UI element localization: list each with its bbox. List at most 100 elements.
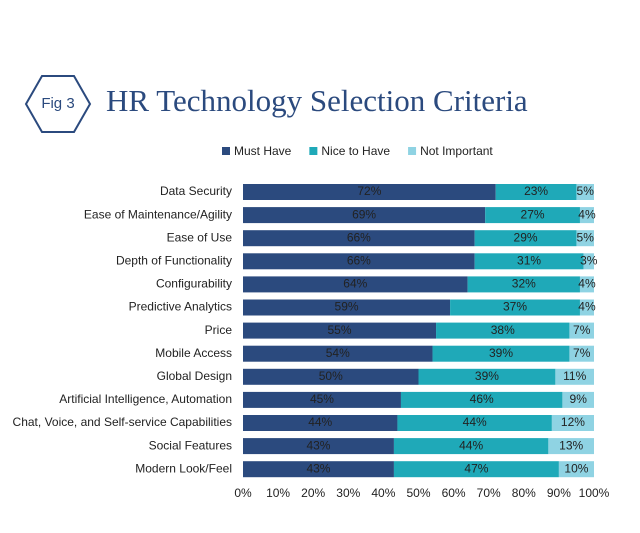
value-label: 7% — [573, 346, 591, 360]
value-label: 45% — [310, 392, 334, 406]
bar-segment — [243, 415, 398, 431]
value-label: 64% — [343, 277, 367, 291]
bar-segment — [485, 207, 580, 224]
x-tick-label: 60% — [442, 486, 466, 500]
value-label: 72% — [357, 184, 381, 198]
value-label: 38% — [491, 323, 515, 337]
y-tick-label: Ease of Maintenance/Agility — [84, 207, 232, 221]
bar-segment — [548, 438, 594, 455]
bar-segment — [579, 299, 594, 316]
x-tick-label: 40% — [371, 486, 395, 500]
value-label: 32% — [512, 277, 536, 291]
x-tick-label: 70% — [477, 486, 501, 500]
bar-segment — [467, 276, 580, 293]
value-label: 12% — [561, 415, 585, 429]
bar-segment — [569, 345, 594, 362]
bar-segment — [243, 253, 475, 270]
y-tick-label: Data Security — [160, 184, 232, 198]
value-label: 10% — [564, 461, 588, 475]
value-label: 47% — [464, 461, 488, 475]
x-tick-label: 100% — [579, 486, 610, 500]
y-tick-label: Artificial Intelligence, Automation — [59, 392, 232, 406]
x-tick-label: 0% — [234, 486, 252, 500]
bar-segment — [393, 438, 549, 455]
value-label: 37% — [503, 300, 527, 314]
value-label: 4% — [578, 277, 596, 291]
bar-segment — [579, 276, 594, 293]
x-tick-label: 30% — [336, 486, 360, 500]
legend-label: Nice to Have — [321, 144, 390, 158]
bar-segment — [243, 207, 486, 224]
value-label: 7% — [573, 323, 591, 337]
value-label: 66% — [347, 230, 371, 244]
bar-segment — [555, 368, 594, 385]
bar-segment — [243, 276, 468, 293]
legend-swatch — [222, 147, 230, 155]
value-label: 23% — [524, 184, 548, 198]
y-tick-label: Global Design — [157, 369, 232, 383]
legend-swatch — [408, 147, 417, 155]
bar-segment — [551, 415, 594, 431]
value-label: 29% — [514, 230, 538, 244]
x-tick-label: 50% — [406, 486, 430, 500]
y-tick-label: Predictive Analytics — [129, 300, 232, 314]
value-label: 44% — [463, 415, 487, 429]
legend-label: Not Important — [420, 144, 493, 158]
value-label: 27% — [521, 207, 545, 221]
legend-swatch — [309, 147, 318, 155]
value-label: 3% — [580, 253, 598, 267]
x-tick-label: 20% — [301, 486, 325, 500]
bar-segment — [243, 461, 394, 478]
y-tick-label: Ease of Use — [167, 230, 233, 244]
value-label: 4% — [578, 207, 596, 221]
value-label: 11% — [563, 369, 586, 383]
bar-segment — [583, 253, 594, 270]
value-label: 13% — [559, 438, 583, 452]
bar-segment — [397, 415, 552, 431]
value-label: 5% — [577, 184, 595, 198]
bar-segment — [243, 299, 451, 316]
bar-segment — [432, 345, 570, 362]
chart-title: HR Technology Selection Criteria — [106, 83, 528, 118]
bar-segment — [418, 368, 556, 385]
bar-segment — [579, 207, 594, 224]
value-label: 55% — [328, 323, 352, 337]
bar-segment — [450, 299, 580, 316]
bar-segment — [569, 322, 594, 339]
value-label: 4% — [578, 300, 596, 314]
bar-segment — [474, 230, 577, 247]
bar-segment — [562, 391, 594, 408]
value-label: 46% — [470, 392, 494, 406]
bar-segment — [558, 461, 594, 478]
value-label: 54% — [326, 346, 350, 360]
bar-segment — [495, 184, 577, 200]
bar-segment — [243, 322, 437, 339]
value-label: 39% — [475, 369, 499, 383]
value-label: 50% — [319, 369, 343, 383]
bar-segment — [243, 391, 401, 408]
value-label: 43% — [306, 461, 330, 475]
y-tick-label: Social Features — [149, 438, 232, 452]
y-tick-label: Price — [205, 323, 233, 337]
y-tick-label: Mobile Access — [155, 346, 232, 360]
badge-hexagon — [24, 75, 92, 133]
value-label: 59% — [335, 300, 359, 314]
bar-segment — [576, 230, 594, 247]
bar-segment — [393, 461, 559, 478]
bar-segment — [243, 184, 496, 200]
bar-segment — [243, 230, 475, 247]
y-tick-label: Configurability — [156, 277, 232, 291]
y-tick-label: Modern Look/Feel — [135, 461, 232, 475]
legend-label: Must Have — [234, 144, 292, 158]
value-label: 39% — [489, 346, 513, 360]
bar-segment — [243, 368, 419, 385]
y-tick-label: Chat, Voice, and Self-service Capabiliti… — [13, 415, 232, 429]
value-label: 43% — [306, 438, 330, 452]
bar-segment — [243, 438, 394, 455]
value-label: 31% — [517, 253, 541, 267]
x-tick-label: 10% — [266, 486, 290, 500]
value-label: 5% — [577, 230, 595, 244]
bar-segment — [243, 345, 433, 362]
x-tick-label: 80% — [512, 486, 536, 500]
